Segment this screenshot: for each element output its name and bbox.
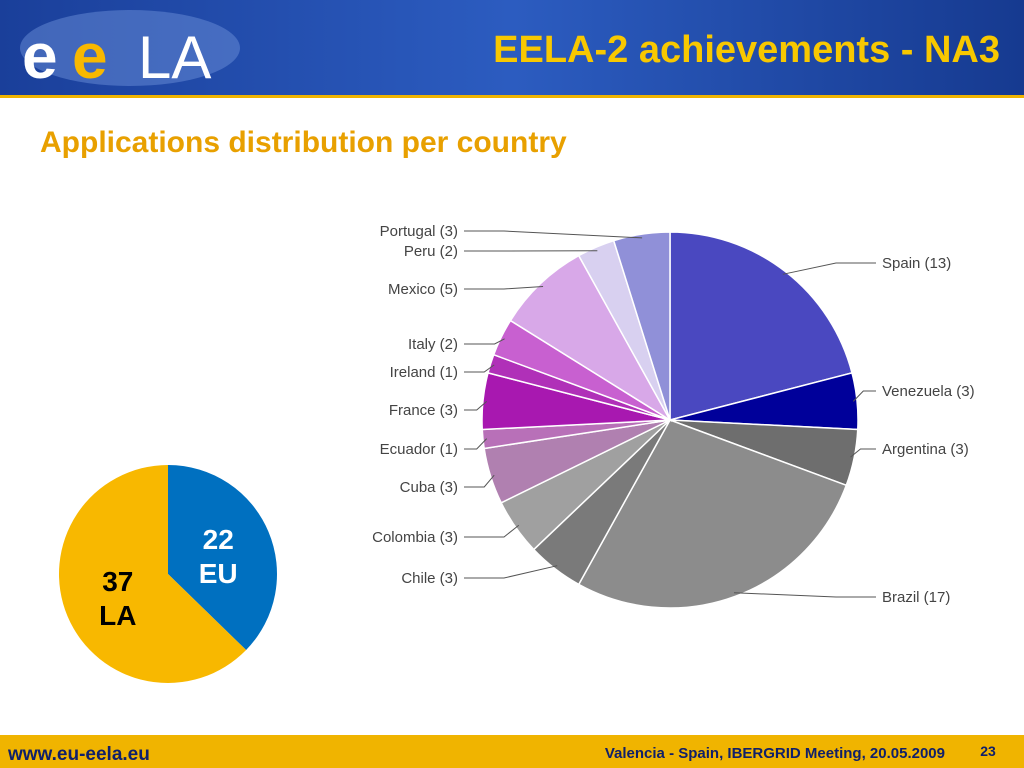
slice-label: Brazil (17)	[882, 589, 950, 606]
pie-slice	[612, 231, 671, 421]
leader-line	[464, 338, 505, 345]
page-number: 23	[980, 743, 996, 759]
leader-line	[733, 592, 876, 598]
logo-la: LA	[138, 24, 211, 91]
leader-line	[852, 390, 876, 402]
slice-label: Ireland (1)	[390, 364, 458, 381]
slice-label: Venezuela (3)	[882, 383, 975, 400]
leader-line	[464, 400, 488, 411]
logo-map	[20, 10, 240, 86]
slice-label: Peru (2)	[404, 243, 458, 260]
slice-label: Italy (2)	[408, 336, 458, 353]
leader-line	[464, 474, 495, 488]
slice-value: 22	[203, 524, 234, 555]
leader-line	[464, 364, 495, 373]
slide-subtitle: Applications distribution per country	[40, 126, 567, 159]
slice-label: EU	[199, 558, 238, 589]
leader-line	[850, 448, 876, 458]
leader-line	[464, 438, 488, 450]
pie-slice	[669, 231, 853, 421]
leader-line	[782, 262, 876, 275]
slice-label: LA	[99, 600, 136, 631]
slice-label: Cuba (3)	[400, 479, 458, 496]
slide-title: EELA-2 achievements - NA3	[493, 29, 1000, 71]
leader-line	[464, 285, 544, 290]
slice-value: 37	[102, 566, 133, 597]
slice-label: Mexico (5)	[388, 281, 458, 298]
pie-slice	[577, 419, 848, 609]
leader-line	[464, 565, 558, 579]
pie-slice	[168, 464, 277, 651]
slice-label: Argentina (3)	[882, 441, 969, 458]
leader-line	[464, 230, 643, 239]
pie-slice	[58, 465, 247, 683]
footer-url: www.eu-eela.eu	[7, 744, 150, 765]
logo-e2: e	[72, 20, 108, 92]
slice-label: Spain (13)	[882, 255, 951, 272]
footer-bar	[0, 735, 1024, 768]
footer-meeting: Valencia - Spain, IBERGRID Meeting, 20.0…	[605, 745, 945, 762]
slice-label: Colombia (3)	[372, 529, 458, 546]
slice-label: France (3)	[389, 402, 458, 419]
slice-label: Chile (3)	[401, 570, 458, 587]
pie-slice	[509, 254, 673, 423]
slice-label: Ecuador (1)	[380, 441, 458, 458]
slice-label: Portugal (3)	[380, 223, 458, 240]
leader-line	[464, 524, 520, 538]
header-rule	[0, 95, 1024, 98]
logo-e1: e	[22, 20, 58, 92]
